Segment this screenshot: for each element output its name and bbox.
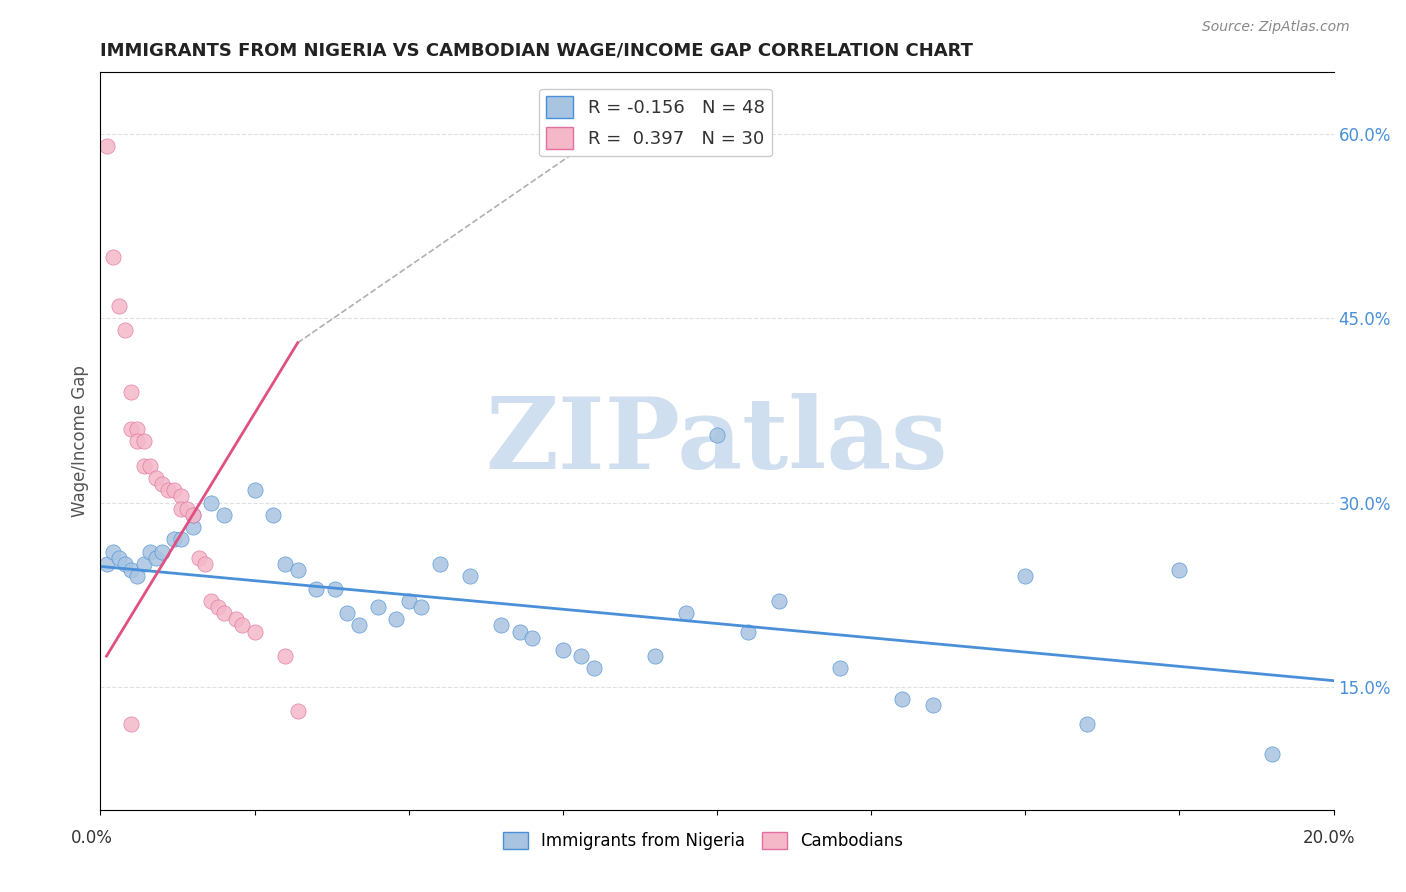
Point (212, 606, 235, 620)
Point (150, 477, 173, 491)
Point (207, 599, 229, 614)
Point (108, 550, 131, 565)
Point (163, 483, 186, 498)
Point (287, 563, 309, 577)
Point (145, 471, 167, 485)
Point (551, 643, 574, 657)
Y-axis label: Wage/Income Gap: Wage/Income Gap (72, 365, 89, 517)
Point (921, 698, 943, 713)
Point (169, 533, 191, 547)
Point (127, 434, 149, 448)
Point (274, 557, 297, 571)
Point (737, 624, 759, 639)
Point (200, 495, 222, 509)
Point (127, 422, 149, 436)
Point (582, 661, 605, 675)
Point (409, 599, 432, 614)
Point (675, 606, 697, 620)
Point (349, 618, 371, 632)
Point (243, 624, 266, 639)
Point (194, 557, 217, 571)
Point (145, 550, 167, 565)
Point (1168, 563, 1191, 577)
Point (385, 612, 408, 626)
Point (181, 508, 204, 522)
Point (231, 618, 253, 632)
Point (120, 716, 142, 731)
Point (101, 250, 124, 264)
Point (157, 483, 180, 498)
Point (181, 520, 204, 534)
Point (132, 434, 155, 448)
Text: Source: ZipAtlas.com: Source: ZipAtlas.com (1202, 21, 1350, 34)
Point (96, 139, 118, 153)
Point (891, 692, 914, 706)
Point (367, 599, 389, 614)
Point (127, 569, 149, 583)
Point (274, 649, 297, 664)
Point (243, 483, 266, 498)
Point (169, 501, 191, 516)
Point (520, 631, 543, 645)
Point (200, 594, 222, 608)
Point (114, 323, 136, 337)
Point (1261, 747, 1284, 762)
Text: 20.0%: 20.0% (1302, 829, 1355, 847)
Point (212, 508, 235, 522)
Point (489, 618, 512, 632)
Point (96, 557, 118, 571)
Point (262, 508, 284, 522)
Point (138, 458, 160, 473)
Point (114, 557, 136, 571)
Point (1014, 569, 1036, 583)
Point (188, 550, 211, 565)
Point (163, 533, 186, 547)
Text: 0.0%: 0.0% (70, 829, 112, 847)
Point (120, 384, 142, 399)
Legend: Immigrants from Nigeria, Cambodians: Immigrants from Nigeria, Cambodians (496, 825, 910, 857)
Point (768, 594, 790, 608)
Point (101, 544, 124, 558)
Point (323, 582, 346, 596)
Point (176, 501, 198, 516)
Point (336, 606, 359, 620)
Point (169, 489, 191, 503)
Point (429, 557, 451, 571)
Text: ZIPatlas: ZIPatlas (485, 392, 948, 490)
Point (569, 649, 592, 664)
Point (1076, 716, 1098, 731)
Point (644, 649, 666, 664)
Point (305, 582, 328, 596)
Text: IMMIGRANTS FROM NIGERIA VS CAMBODIAN WAGE/INCOME GAP CORRELATION CHART: IMMIGRANTS FROM NIGERIA VS CAMBODIAN WAG… (100, 42, 973, 60)
Point (287, 705, 309, 719)
Point (120, 422, 142, 436)
Point (225, 612, 247, 626)
Point (150, 544, 173, 558)
Point (108, 299, 131, 313)
Point (706, 428, 728, 442)
Point (132, 557, 155, 571)
Legend: R = -0.156   N = 48, R =  0.397   N = 30: R = -0.156 N = 48, R = 0.397 N = 30 (538, 89, 772, 156)
Point (460, 569, 482, 583)
Point (132, 458, 155, 473)
Point (181, 508, 204, 522)
Point (138, 544, 160, 558)
Point (509, 624, 531, 639)
Point (120, 563, 142, 577)
Point (830, 661, 852, 675)
Point (398, 594, 420, 608)
